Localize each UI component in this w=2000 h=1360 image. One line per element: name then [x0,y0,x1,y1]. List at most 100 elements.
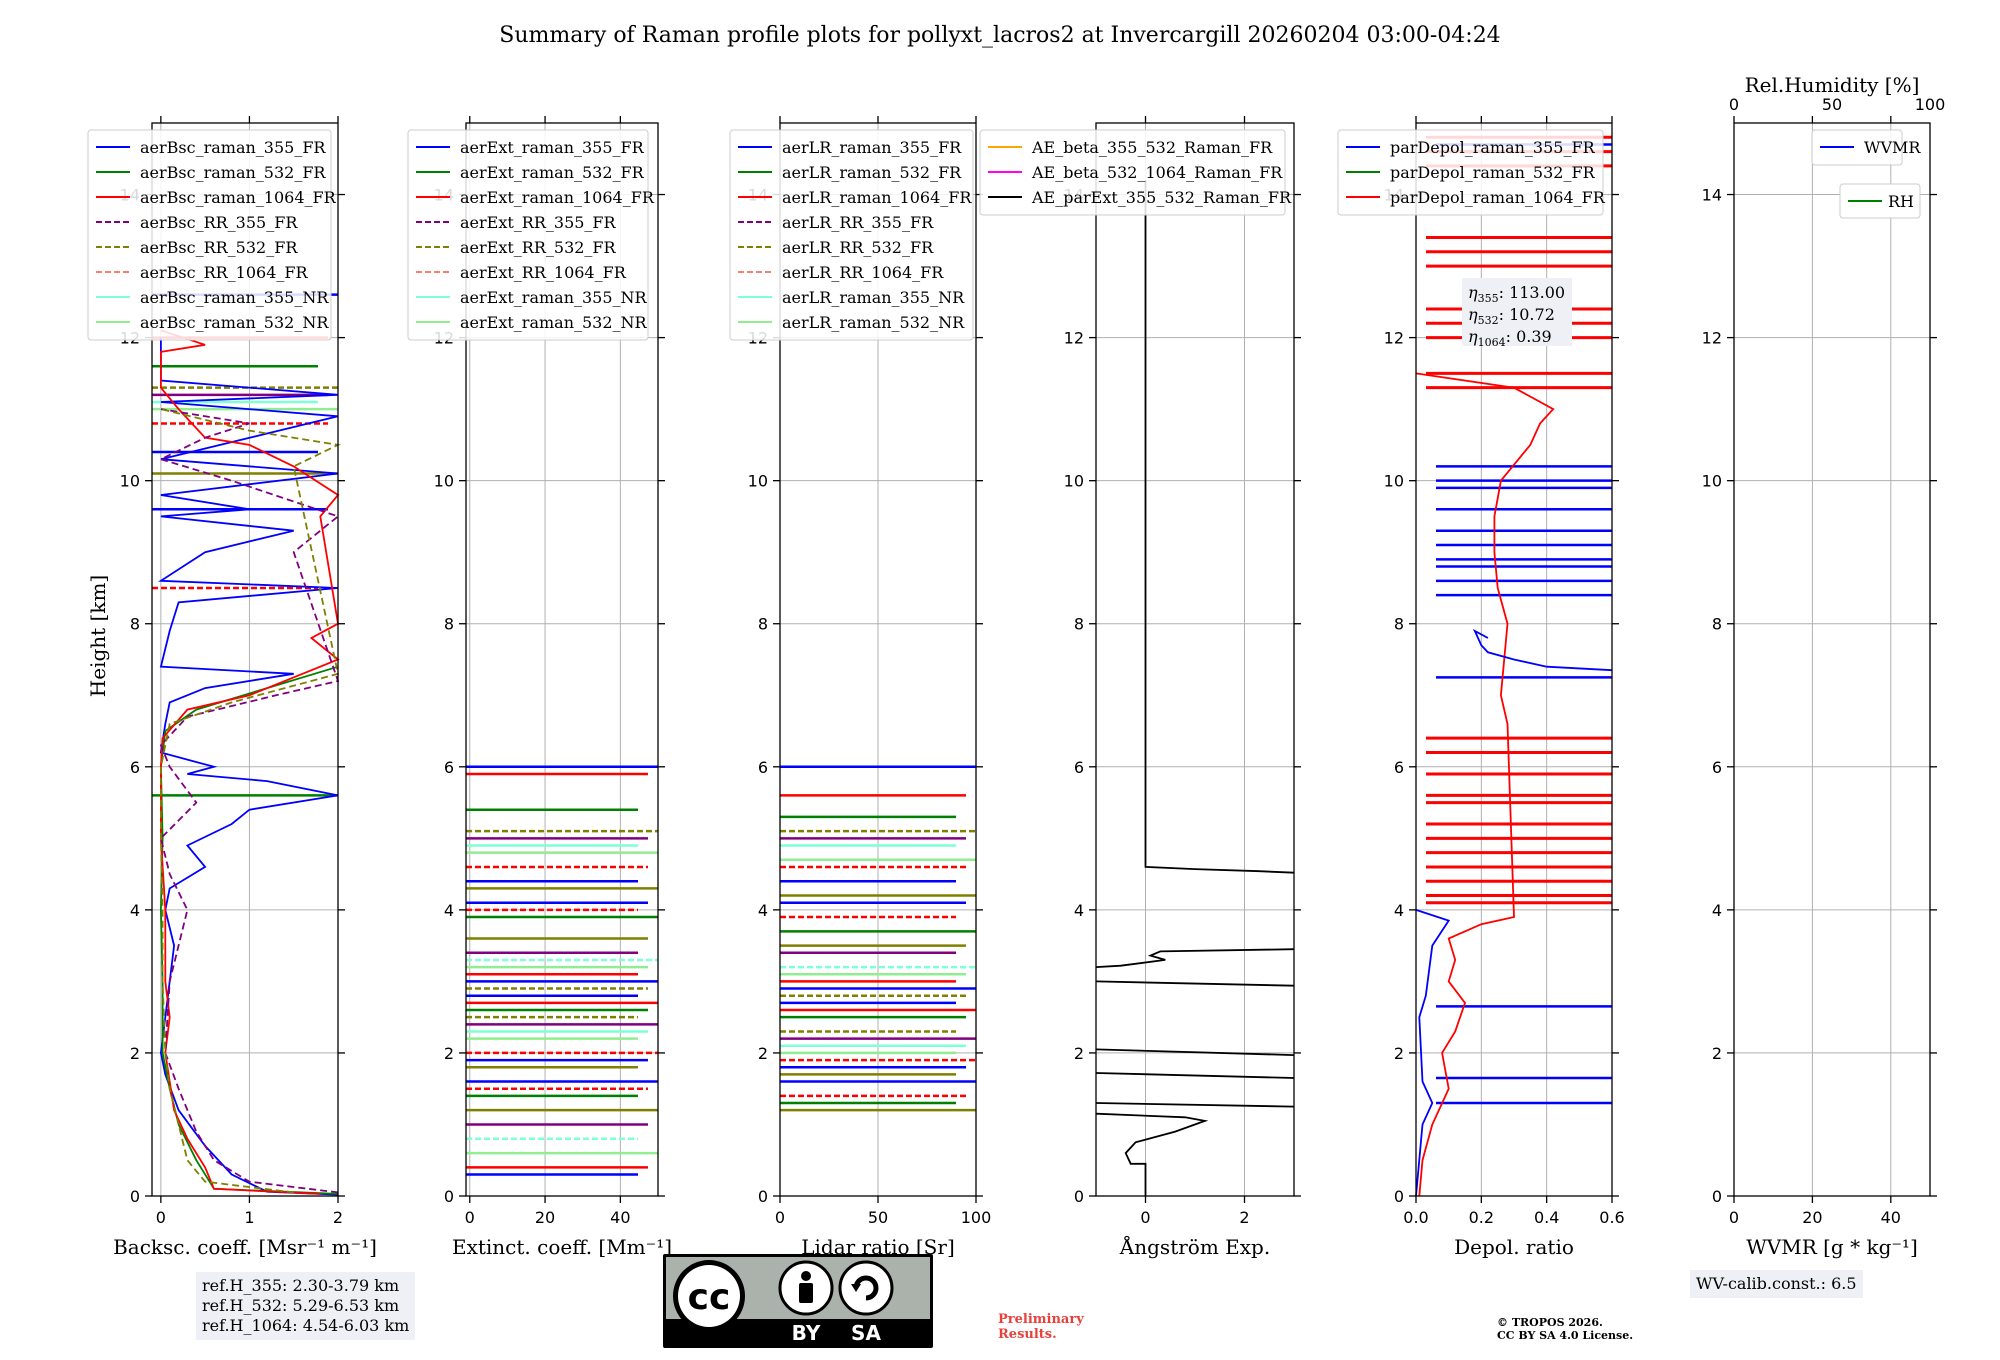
ref-height-532: ref.H_532: 5.29-6.53 km [202,1296,400,1315]
eta-symbol: η [1468,305,1478,324]
y-tick-label: 8 [1394,615,1404,634]
eta-value: : 10.72 [1499,305,1555,324]
legend-entry: aerBsc_RR_1064_FR [140,263,309,282]
y-tick-label: 8 [130,615,140,634]
series-line [1472,628,1613,672]
y-tick-label: 0 [1712,1187,1722,1206]
y-tick-label: 2 [1074,1044,1084,1063]
ref-height-1064: ref.H_1064: 4.54-6.03 km [202,1316,410,1335]
legend-entry: aerExt_RR_1064_FR [460,263,627,282]
x-axis-label: Backsc. coeff. [Msr⁻¹ m⁻¹] [113,1235,377,1259]
y-tick-label: 4 [1074,901,1084,920]
legend-entry: aerExt_RR_532_FR [460,238,617,257]
legend: parDepol_raman_355_FR parDepol_raman_532_… [1337,129,1606,216]
x-axis-label: Ångström Exp. [1119,1234,1270,1259]
eta-value: : 0.39 [1506,327,1552,346]
y-tick-label: 0 [130,1187,140,1206]
legend: aerBsc_raman_355_FR aerBsc_raman_532_FRae… [87,129,337,341]
series-line [1095,1048,1295,1056]
y-tick-label: 6 [444,758,454,777]
series-line [160,408,341,1194]
ref-height-355: ref.H_355: 2.30-3.79 km [202,1276,400,1295]
y-tick-label: 6 [758,758,768,777]
cc-sa-label: SA [851,1321,881,1345]
preliminary-line-1: Preliminary [998,1312,1084,1327]
y-tick-label: 0 [444,1187,454,1206]
x-tick-label: 0 [775,1208,785,1227]
series-line [1095,980,1295,987]
legend-box [1337,129,1604,216]
copyright-line-1: © TROPOS 2026. [1497,1316,1603,1329]
series-line [1095,1102,1295,1108]
x-tick-label: 20 [1802,1208,1822,1227]
panel-6: 0 20 40 0 2 4 6 8 10 12 14 WVMR [g * kg⁻¹] Rel.Humid… [1702,73,1946,1259]
series-line [1415,909,1451,1197]
legend-entry: aerLR_raman_532_FR [782,163,962,182]
x-tick-label: 0 [1729,1208,1739,1227]
axes-frame [465,122,659,1197]
panel-4: 0202468101214Ångström Exp.AE_beta_355_53… [979,116,1301,1259]
axes-frame [1415,122,1613,1197]
eta-annotation-box [1462,278,1572,346]
y-tick-label: 2 [758,1044,768,1063]
legend-entry: aerExt_raman_355_FR [460,138,645,157]
y-tick-label: 10 [748,472,768,491]
panel-1: 01202468101214Backsc. coeff. [Msr⁻¹ m⁻¹]… [87,116,377,1259]
x-tick-label: 0.6 [1599,1208,1624,1227]
legend-entry: parDepol_raman_355_FR [1390,138,1596,157]
legend-entry: aerBsc_RR_355_FR [140,213,298,232]
eta-annotation-line: η1064: 0.39 [1468,327,1552,349]
y-tick-label: 8 [758,615,768,634]
top-tick-label: 100 [1915,95,1946,114]
y-tick-label: 2 [1712,1044,1722,1063]
x-tick-label: 2 [333,1208,343,1227]
reference-heights-box: ref.H_355: 2.30-3.79 km ref.H_532: 5.29-… [196,1272,416,1340]
axes-frame [151,122,339,1197]
legend-entry: aerLR_raman_1064_FR [782,188,972,207]
wv-calib-const: WV-calib.const.: 6.5 [1696,1274,1857,1293]
top-tick-label: 0 [1729,95,1739,114]
axes-frame [1733,122,1931,1197]
panel-3: 05010002468101214Lidar ratio [Sr]aerLR_r… [729,116,991,1259]
top-tick-label: 50 [1822,95,1842,114]
series-line [1095,1072,1295,1079]
legend-entry: aerLR_raman_355_FR [782,138,962,157]
eta-subscript: 1064 [1478,336,1506,349]
preliminary-results-note: Preliminary Results. [998,1312,1084,1342]
legend-entry: aerExt_raman_355_NR [460,288,648,307]
legend-entry: AE_parExt_355_532_Raman_FR [1031,188,1292,207]
y-tick-label: 10 [1702,472,1722,491]
x-tick-label: 0 [465,1208,475,1227]
y-tick-label: 8 [1712,615,1722,634]
y-tick-label: 12 [1702,329,1722,348]
legend-entry: aerLR_RR_532_FR [782,238,934,257]
x-tick-label: 40 [1881,1208,1901,1227]
x-tick-label: 40 [610,1208,630,1227]
eta-subscript: 355 [1478,292,1499,305]
series-line [1415,372,1555,1197]
axes-frame [1095,122,1295,1197]
eta-symbol: η [1468,327,1478,346]
eta-annotation-line: η532: 10.72 [1468,305,1555,327]
x-tick-label: 0.2 [1469,1208,1494,1227]
y-tick-label: 8 [1074,615,1084,634]
legend-entry: aerExt_raman_532_NR [460,313,648,332]
legend-entry: AE_beta_355_532_Raman_FR [1031,138,1273,157]
panel-2: 0204002468101214Extinct. coeff. [Mm⁻¹]ae… [407,116,672,1259]
x-axis-label: Depol. ratio [1454,1235,1574,1259]
legend-entry: aerLR_RR_1064_FR [782,263,944,282]
y-axis-label: Height [km] [86,575,110,697]
x-tick-label: 0.4 [1534,1208,1559,1227]
wv-calibration-box: WV-calib.const.: 6.5 [1690,1270,1863,1298]
panel-5: 0.00.20.40.602468101214Depol. ratioparDe… [1337,116,1625,1259]
legend-entry: aerExt_RR_355_FR [460,213,617,232]
x-axis-label: WVMR [g * kg⁻¹] [1746,1235,1918,1259]
sa-sharealike-icon [838,1260,894,1316]
legend-box [1811,129,1903,166]
cc-by-label: BY [792,1321,821,1345]
x-axis-label: Extinct. coeff. [Mm⁻¹] [452,1235,672,1259]
x-tick-label: 2 [1239,1208,1249,1227]
y-tick-label: 12 [1064,329,1084,348]
y-tick-label: 0 [1394,1187,1404,1206]
y-tick-label: 6 [1074,758,1084,777]
